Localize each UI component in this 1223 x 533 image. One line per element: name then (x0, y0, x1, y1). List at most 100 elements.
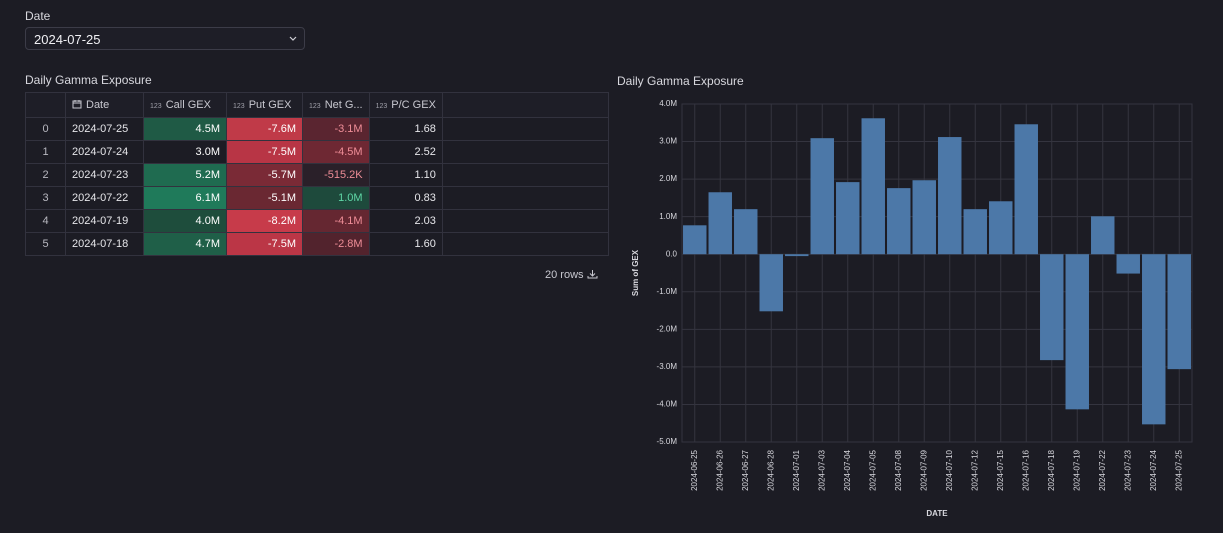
table-cell: 2.52 (368, 140, 443, 164)
table-cell: 5.2M (143, 163, 227, 187)
x-tick-label: 2024-07-09 (919, 449, 928, 490)
bar (810, 138, 834, 255)
column-name: Date (86, 99, 110, 111)
column-header (441, 92, 609, 118)
bar (836, 182, 860, 255)
table-cell: -5.1M (226, 186, 303, 210)
x-tick-label: 2024-07-22 (1098, 449, 1107, 490)
row-index: 5 (25, 232, 66, 256)
table-cell-empty (441, 186, 609, 210)
table-cell: 1.68 (368, 117, 443, 141)
x-tick-label: 2024-07-05 (868, 449, 877, 490)
bar (708, 192, 732, 255)
table-cell: 2024-07-23 (65, 163, 144, 187)
bar (912, 180, 936, 255)
column-header: 123 Net G... (302, 92, 370, 118)
bar (1065, 254, 1089, 410)
bar (1142, 254, 1166, 425)
bar (861, 118, 885, 255)
table-title: Daily Gamma Exposure (25, 73, 152, 87)
x-tick-label: 2024-06-25 (690, 449, 699, 490)
calendar-icon (72, 100, 82, 109)
chart-title: Daily Gamma Exposure (617, 74, 744, 88)
x-tick-label: 2024-07-24 (1149, 449, 1158, 490)
y-tick-label: -4.0M (657, 400, 678, 409)
x-tick-label: 2024-07-25 (1174, 449, 1183, 490)
table-cell: -8.2M (226, 209, 303, 233)
download-icon[interactable] (587, 269, 598, 279)
table-cell: -7.5M (226, 232, 303, 256)
table-cell: -4.1M (302, 209, 370, 233)
table-cell: 2024-07-18 (65, 232, 144, 256)
data-table: Date 123 Call GEX 123 Put GEX 123 Net G... 123 P… (25, 92, 609, 256)
column-name: Call GEX (165, 99, 211, 111)
x-tick-label: 2024-07-01 (792, 449, 801, 490)
y-tick-label: -1.0M (657, 287, 678, 296)
table-cell: 2.03 (368, 209, 443, 233)
bar (1116, 254, 1140, 274)
table-cell: -2.8M (302, 232, 370, 256)
bar (785, 254, 809, 257)
table-cell: 0.83 (368, 186, 443, 210)
bar (963, 209, 987, 255)
column-name: Net G... (324, 99, 363, 111)
table-cell: 2024-07-24 (65, 140, 144, 164)
x-tick-label: 2024-06-28 (766, 449, 775, 490)
table-cell: 1.60 (368, 232, 443, 256)
table-cell: 6.1M (143, 186, 227, 210)
x-tick-label: 2024-07-23 (1123, 449, 1132, 490)
table-cell: -7.5M (226, 140, 303, 164)
table-row: 2 2024-07-23 5.2M -5.7M -515.2K 1.10 (25, 163, 609, 187)
table-row: 0 2024-07-25 4.5M -7.6M -3.1M 1.68 (25, 117, 609, 141)
x-tick-label: 2024-07-16 (1021, 449, 1030, 490)
date-select[interactable]: 2024-07-25 (25, 27, 305, 50)
x-tick-label: 2024-07-12 (970, 449, 979, 490)
type-tag: 123 (309, 103, 321, 110)
y-tick-label: -5.0M (657, 437, 678, 446)
date-select-value: 2024-07-25 (34, 32, 101, 47)
table-cell: -7.6M (226, 117, 303, 141)
type-tag: 123 (150, 103, 162, 110)
x-tick-label: 2024-06-26 (715, 449, 724, 490)
row-count: 20 rows (545, 269, 598, 281)
x-tick-label: 2024-07-19 (1072, 449, 1081, 490)
bar (989, 201, 1013, 255)
row-index: 3 (25, 186, 66, 210)
bar (759, 254, 783, 312)
bar (683, 225, 707, 255)
type-tag: 123 (375, 103, 388, 110)
x-tick-label: 2024-07-08 (894, 449, 903, 490)
table-cell: 1.0M (302, 186, 370, 210)
x-axis-label: DATE (926, 509, 948, 518)
chevron (289, 36, 297, 41)
bar (887, 188, 911, 255)
column-name: Put GEX (248, 99, 292, 111)
table-cell: 2024-07-19 (65, 209, 144, 233)
x-tick-label: 2024-07-18 (1047, 449, 1056, 490)
header-row: Date 123 Call GEX 123 Put GEX 123 Net G... 123 P… (25, 92, 609, 118)
y-tick-label: -2.0M (657, 324, 678, 333)
y-tick-label: 3.0M (659, 137, 677, 146)
bar (1040, 254, 1064, 361)
table-cell: 4.7M (143, 232, 227, 256)
y-tick-label: 1.0M (659, 212, 677, 221)
table-cell: 2024-07-22 (65, 186, 144, 210)
bar (938, 137, 962, 255)
column-header: Date (65, 92, 144, 118)
table-row: 1 2024-07-24 3.0M -7.5M -4.5M 2.52 (25, 140, 609, 164)
plot-border (681, 103, 1193, 443)
column-header: 123 P/C GEX (368, 92, 443, 118)
column-header: 123 Put GEX (226, 92, 303, 118)
table-cell: -3.1M (302, 117, 370, 141)
table-cell: 1.10 (368, 163, 443, 187)
table-cell: 3.0M (143, 140, 227, 164)
y-tick-label: 0.0 (666, 249, 678, 258)
bar (1014, 124, 1038, 255)
table-cell-empty (441, 163, 609, 187)
bar (1091, 216, 1115, 255)
table-row: 3 2024-07-22 6.1M -5.1M 1.0M 0.83 (25, 186, 609, 210)
column-name: P/C GEX (391, 99, 436, 111)
y-tick-label: 4.0M (659, 99, 677, 108)
